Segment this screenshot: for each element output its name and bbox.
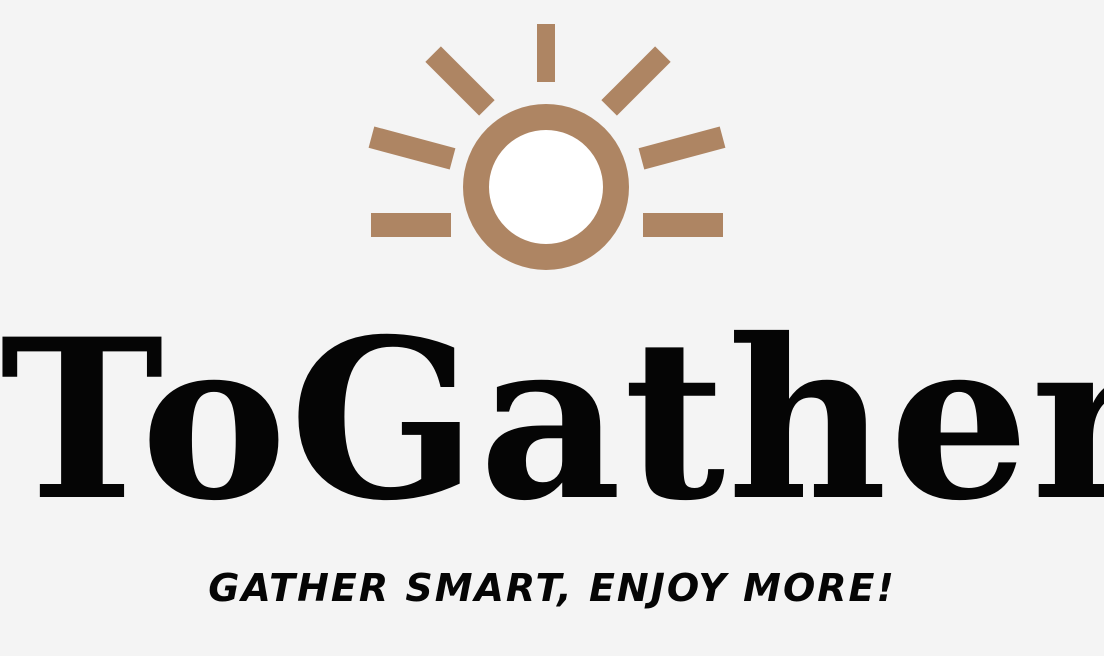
- brand-name: ToGather: [0, 290, 1104, 549]
- sun-ray-upper-left: [425, 46, 495, 116]
- tagline: GATHER SMART, ENJOY MORE!: [208, 566, 896, 610]
- sun-ray-lower-right: [643, 213, 723, 237]
- sun-ray-middle-right: [638, 126, 726, 170]
- sun-icon: [368, 24, 726, 270]
- sun-ray-top: [537, 24, 555, 82]
- sun-ray-upper-right: [601, 46, 671, 116]
- sun-ray-lower-left: [371, 213, 451, 237]
- sun-ray-middle-left: [368, 126, 456, 170]
- sun-disc: [463, 104, 629, 270]
